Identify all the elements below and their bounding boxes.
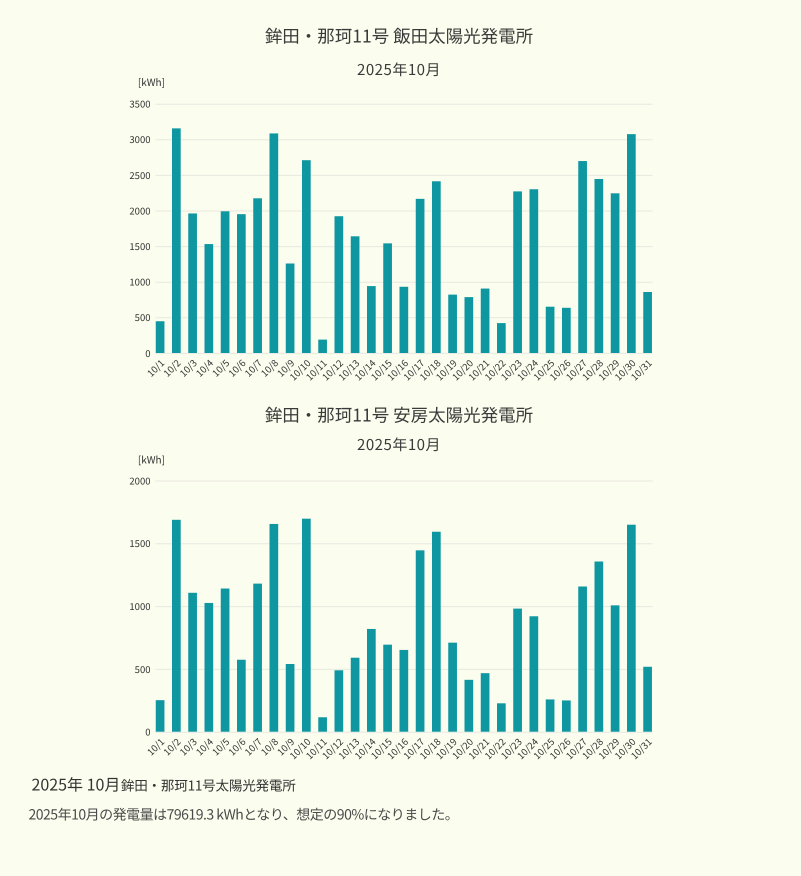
svg-text:500: 500: [135, 310, 151, 324]
svg-text:[kWh]: [kWh]: [138, 74, 165, 89]
svg-text:500: 500: [135, 662, 151, 676]
svg-text:2000: 2000: [129, 203, 150, 217]
svg-text:2025年10月の発電量は79619.3 kWhとなり、想定: 2025年10月の発電量は79619.3 kWhとなり、想定の90%になりました…: [29, 805, 459, 825]
svg-text:3000: 3000: [129, 132, 150, 146]
svg-text:2025年10月: 2025年10月: [357, 59, 441, 80]
svg-text:2025年 10月鉾田・那珂11号太陽光発電所: 2025年 10月鉾田・那珂11号太陽光発電所: [32, 772, 297, 796]
svg-text:3500: 3500: [129, 97, 150, 111]
svg-text:鉾田・那珂11号 飯田太陽光発電所: 鉾田・那珂11号 飯田太陽光発電所: [265, 24, 533, 49]
svg-text:2500: 2500: [129, 168, 150, 182]
svg-text:1500: 1500: [129, 536, 150, 550]
svg-text:2025年10月: 2025年10月: [357, 434, 441, 455]
svg-text:2000: 2000: [129, 473, 150, 487]
svg-text:0: 0: [145, 725, 150, 739]
svg-text:0: 0: [145, 346, 150, 360]
svg-text:鉾田・那珂11号 安房太陽光発電所: 鉾田・那珂11号 安房太陽光発電所: [265, 403, 533, 428]
svg-text:[kWh]: [kWh]: [138, 451, 165, 466]
svg-text:1000: 1000: [129, 275, 150, 289]
svg-text:1500: 1500: [129, 239, 150, 253]
svg-text:1000: 1000: [129, 599, 150, 613]
